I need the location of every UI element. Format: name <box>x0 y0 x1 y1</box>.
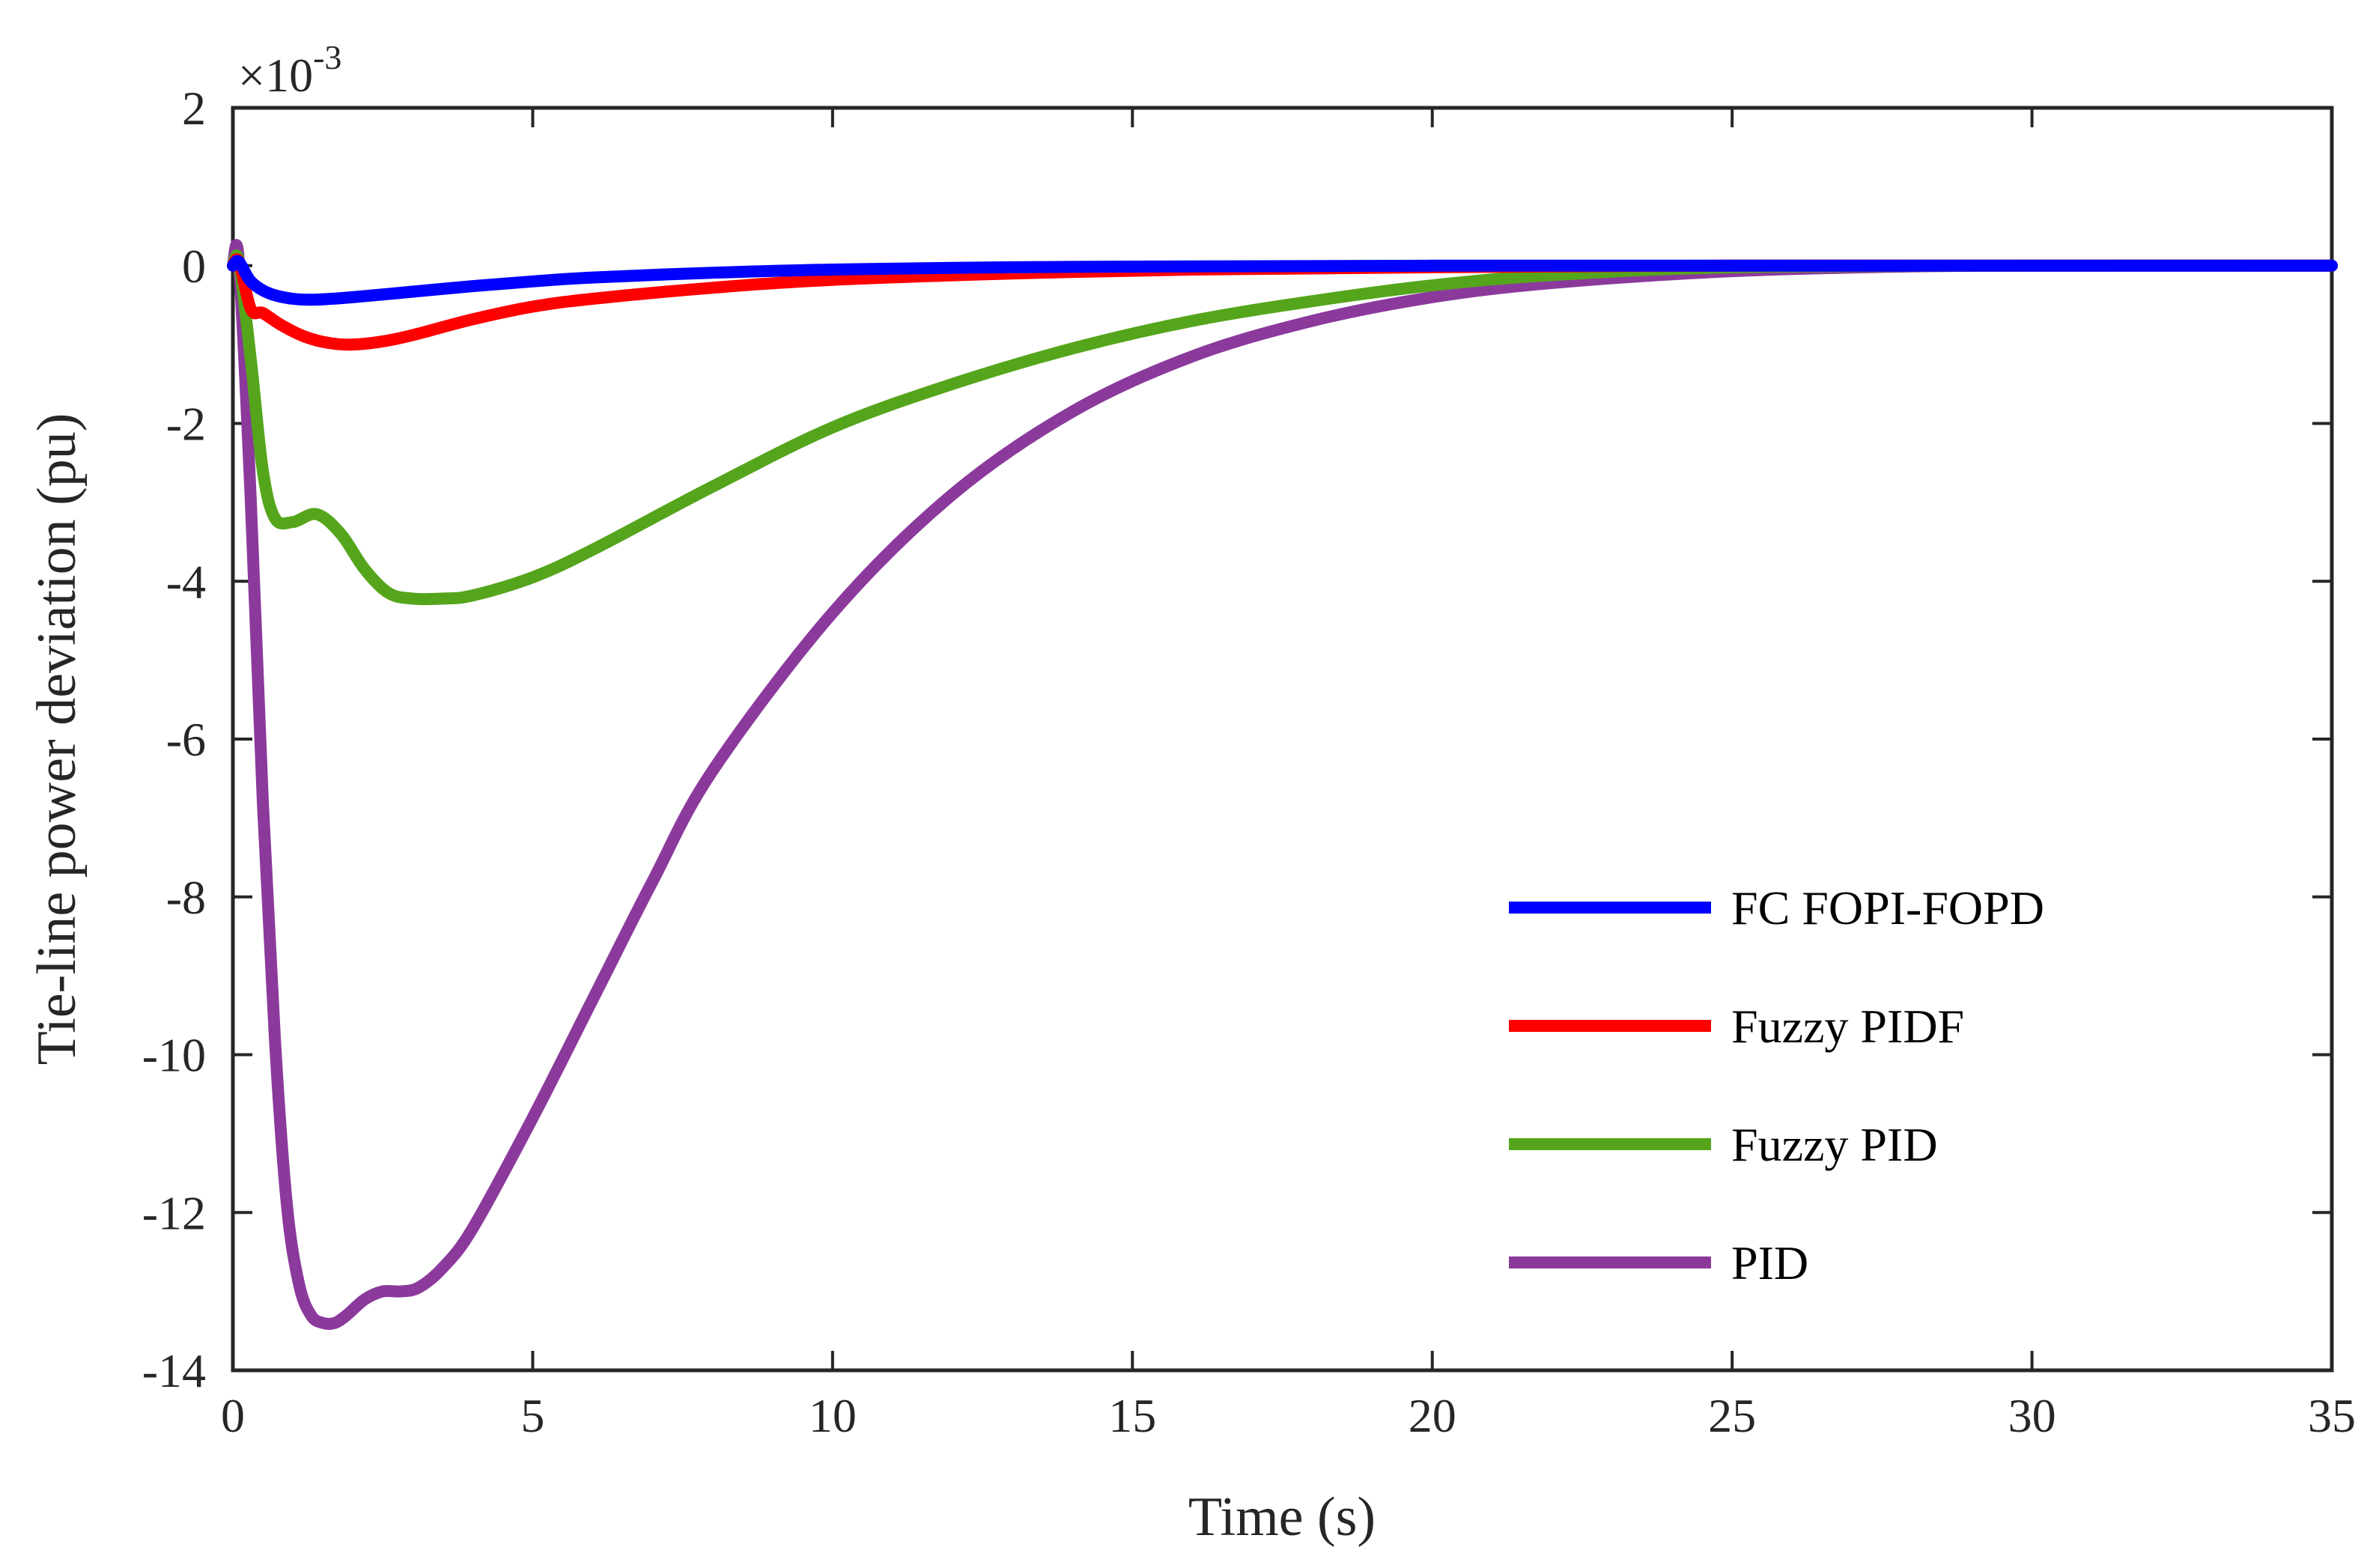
x-tick-label: 0 <box>221 1389 245 1442</box>
x-tick-label: 10 <box>809 1389 857 1442</box>
x-tick-label: 35 <box>2308 1389 2356 1442</box>
y-tick-label: 2 <box>182 82 206 135</box>
series-line-fc-fopi-fopd <box>227 255 2338 306</box>
y-tick-label: -2 <box>166 398 206 451</box>
y-tick-label: -10 <box>142 1029 206 1082</box>
series-lines <box>227 239 2338 1331</box>
y-tick-label: -4 <box>166 555 206 608</box>
x-tick-label: 15 <box>1108 1389 1156 1442</box>
y-tick-label: -8 <box>166 871 206 924</box>
legend-label: Fuzzy PID <box>1731 1118 1938 1171</box>
x-tick-label: 20 <box>1409 1389 1456 1442</box>
legend: FC FOPI-FOPD Fuzzy PIDF Fuzzy PID PID <box>1509 881 2044 1289</box>
y-multiplier-label: ×10-3 <box>238 38 341 102</box>
y-tick-label: -14 <box>142 1344 206 1397</box>
x-axis-label: Time (s) <box>1188 1486 1376 1548</box>
x-tick-label: 30 <box>2008 1389 2056 1442</box>
x-tick-label: 25 <box>1708 1389 1756 1442</box>
y-tick-label: -12 <box>142 1186 206 1239</box>
y-axis-label: Tie-line power deviation (pu) <box>26 413 88 1066</box>
series-line-pid <box>227 239 2338 1331</box>
legend-label: PID <box>1731 1236 1808 1289</box>
y-tick-label: -6 <box>166 713 206 766</box>
plot-area <box>231 106 2334 1373</box>
legend-label: FC FOPI-FOPD <box>1731 881 2044 935</box>
y-tick-label: 0 <box>182 240 206 293</box>
x-tick-label: 5 <box>520 1389 544 1442</box>
legend-label: Fuzzy PIDF <box>1731 1000 1964 1053</box>
